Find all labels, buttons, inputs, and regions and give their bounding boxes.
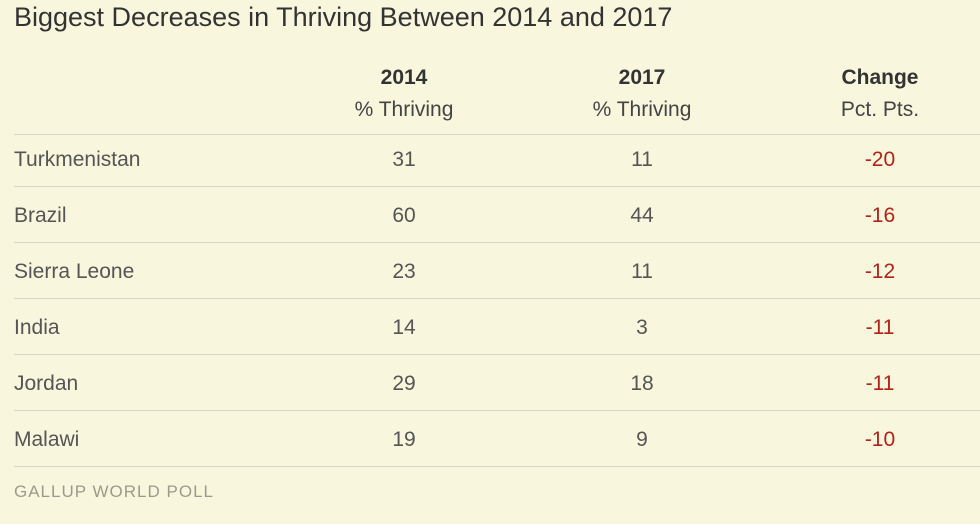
thriving-2017-cell: 11 — [631, 260, 653, 283]
country-cell: Brazil — [14, 204, 67, 227]
row-divider — [14, 242, 980, 243]
country-cell: Sierra Leone — [14, 260, 135, 283]
column-header-2014: 2014 % Thriving — [294, 62, 514, 126]
column-header-change: Change Pct. Pts. — [770, 62, 980, 126]
table-row: Brazil 60 44 -16 — [0, 192, 980, 248]
thriving-2017-cell: 11 — [631, 148, 653, 171]
row-divider — [14, 134, 980, 135]
change-cell: -12 — [864, 260, 896, 283]
change-cell: -11 — [865, 316, 895, 339]
thriving-2017-cell: 3 — [636, 316, 648, 339]
table-row: Malawi 19 9 -10 — [0, 416, 980, 472]
table-row: India 14 3 -11 — [0, 304, 980, 360]
row-divider — [14, 466, 980, 467]
column-header-2017: 2017 % Thriving — [532, 62, 752, 126]
row-divider — [14, 354, 980, 355]
table-row: Turkmenistan 31 11 -20 — [0, 136, 980, 192]
change-cell: -16 — [864, 204, 896, 227]
column-header-2014-unit: % Thriving — [354, 98, 454, 121]
change-cell: -10 — [864, 428, 896, 451]
column-header-2017-unit: % Thriving — [592, 98, 692, 121]
thriving-2017-cell: 44 — [630, 204, 654, 227]
country-cell: Turkmenistan — [14, 148, 141, 171]
thriving-2017-cell: 18 — [630, 372, 654, 395]
row-divider — [14, 410, 980, 411]
change-cell: -11 — [865, 372, 895, 395]
thriving-2014-cell: 14 — [392, 316, 416, 339]
thriving-2014-cell: 29 — [392, 372, 416, 395]
country-cell: Jordan — [14, 372, 79, 395]
column-header-2014-year: 2014 — [380, 66, 428, 89]
thriving-2014-cell: 23 — [392, 260, 416, 283]
country-cell: Malawi — [14, 428, 80, 451]
table-row: Sierra Leone 23 11 -12 — [0, 248, 980, 304]
table-title: Biggest Decreases in Thriving Between 20… — [14, 2, 673, 32]
row-divider — [14, 186, 980, 187]
source-note: GALLUP WORLD POLL — [14, 482, 214, 501]
column-header-2017-year: 2017 — [618, 66, 666, 89]
table-row: Jordan 29 18 -11 — [0, 360, 980, 416]
column-header-change-title: Change — [841, 66, 919, 89]
row-divider — [14, 298, 980, 299]
thriving-2017-cell: 9 — [636, 428, 648, 451]
column-header-change-unit: Pct. Pts. — [840, 98, 920, 121]
country-cell: India — [14, 316, 60, 339]
change-cell: -20 — [864, 148, 896, 171]
thriving-2014-cell: 60 — [392, 204, 416, 227]
thriving-2014-cell: 31 — [392, 148, 416, 171]
thriving-2014-cell: 19 — [392, 428, 416, 451]
